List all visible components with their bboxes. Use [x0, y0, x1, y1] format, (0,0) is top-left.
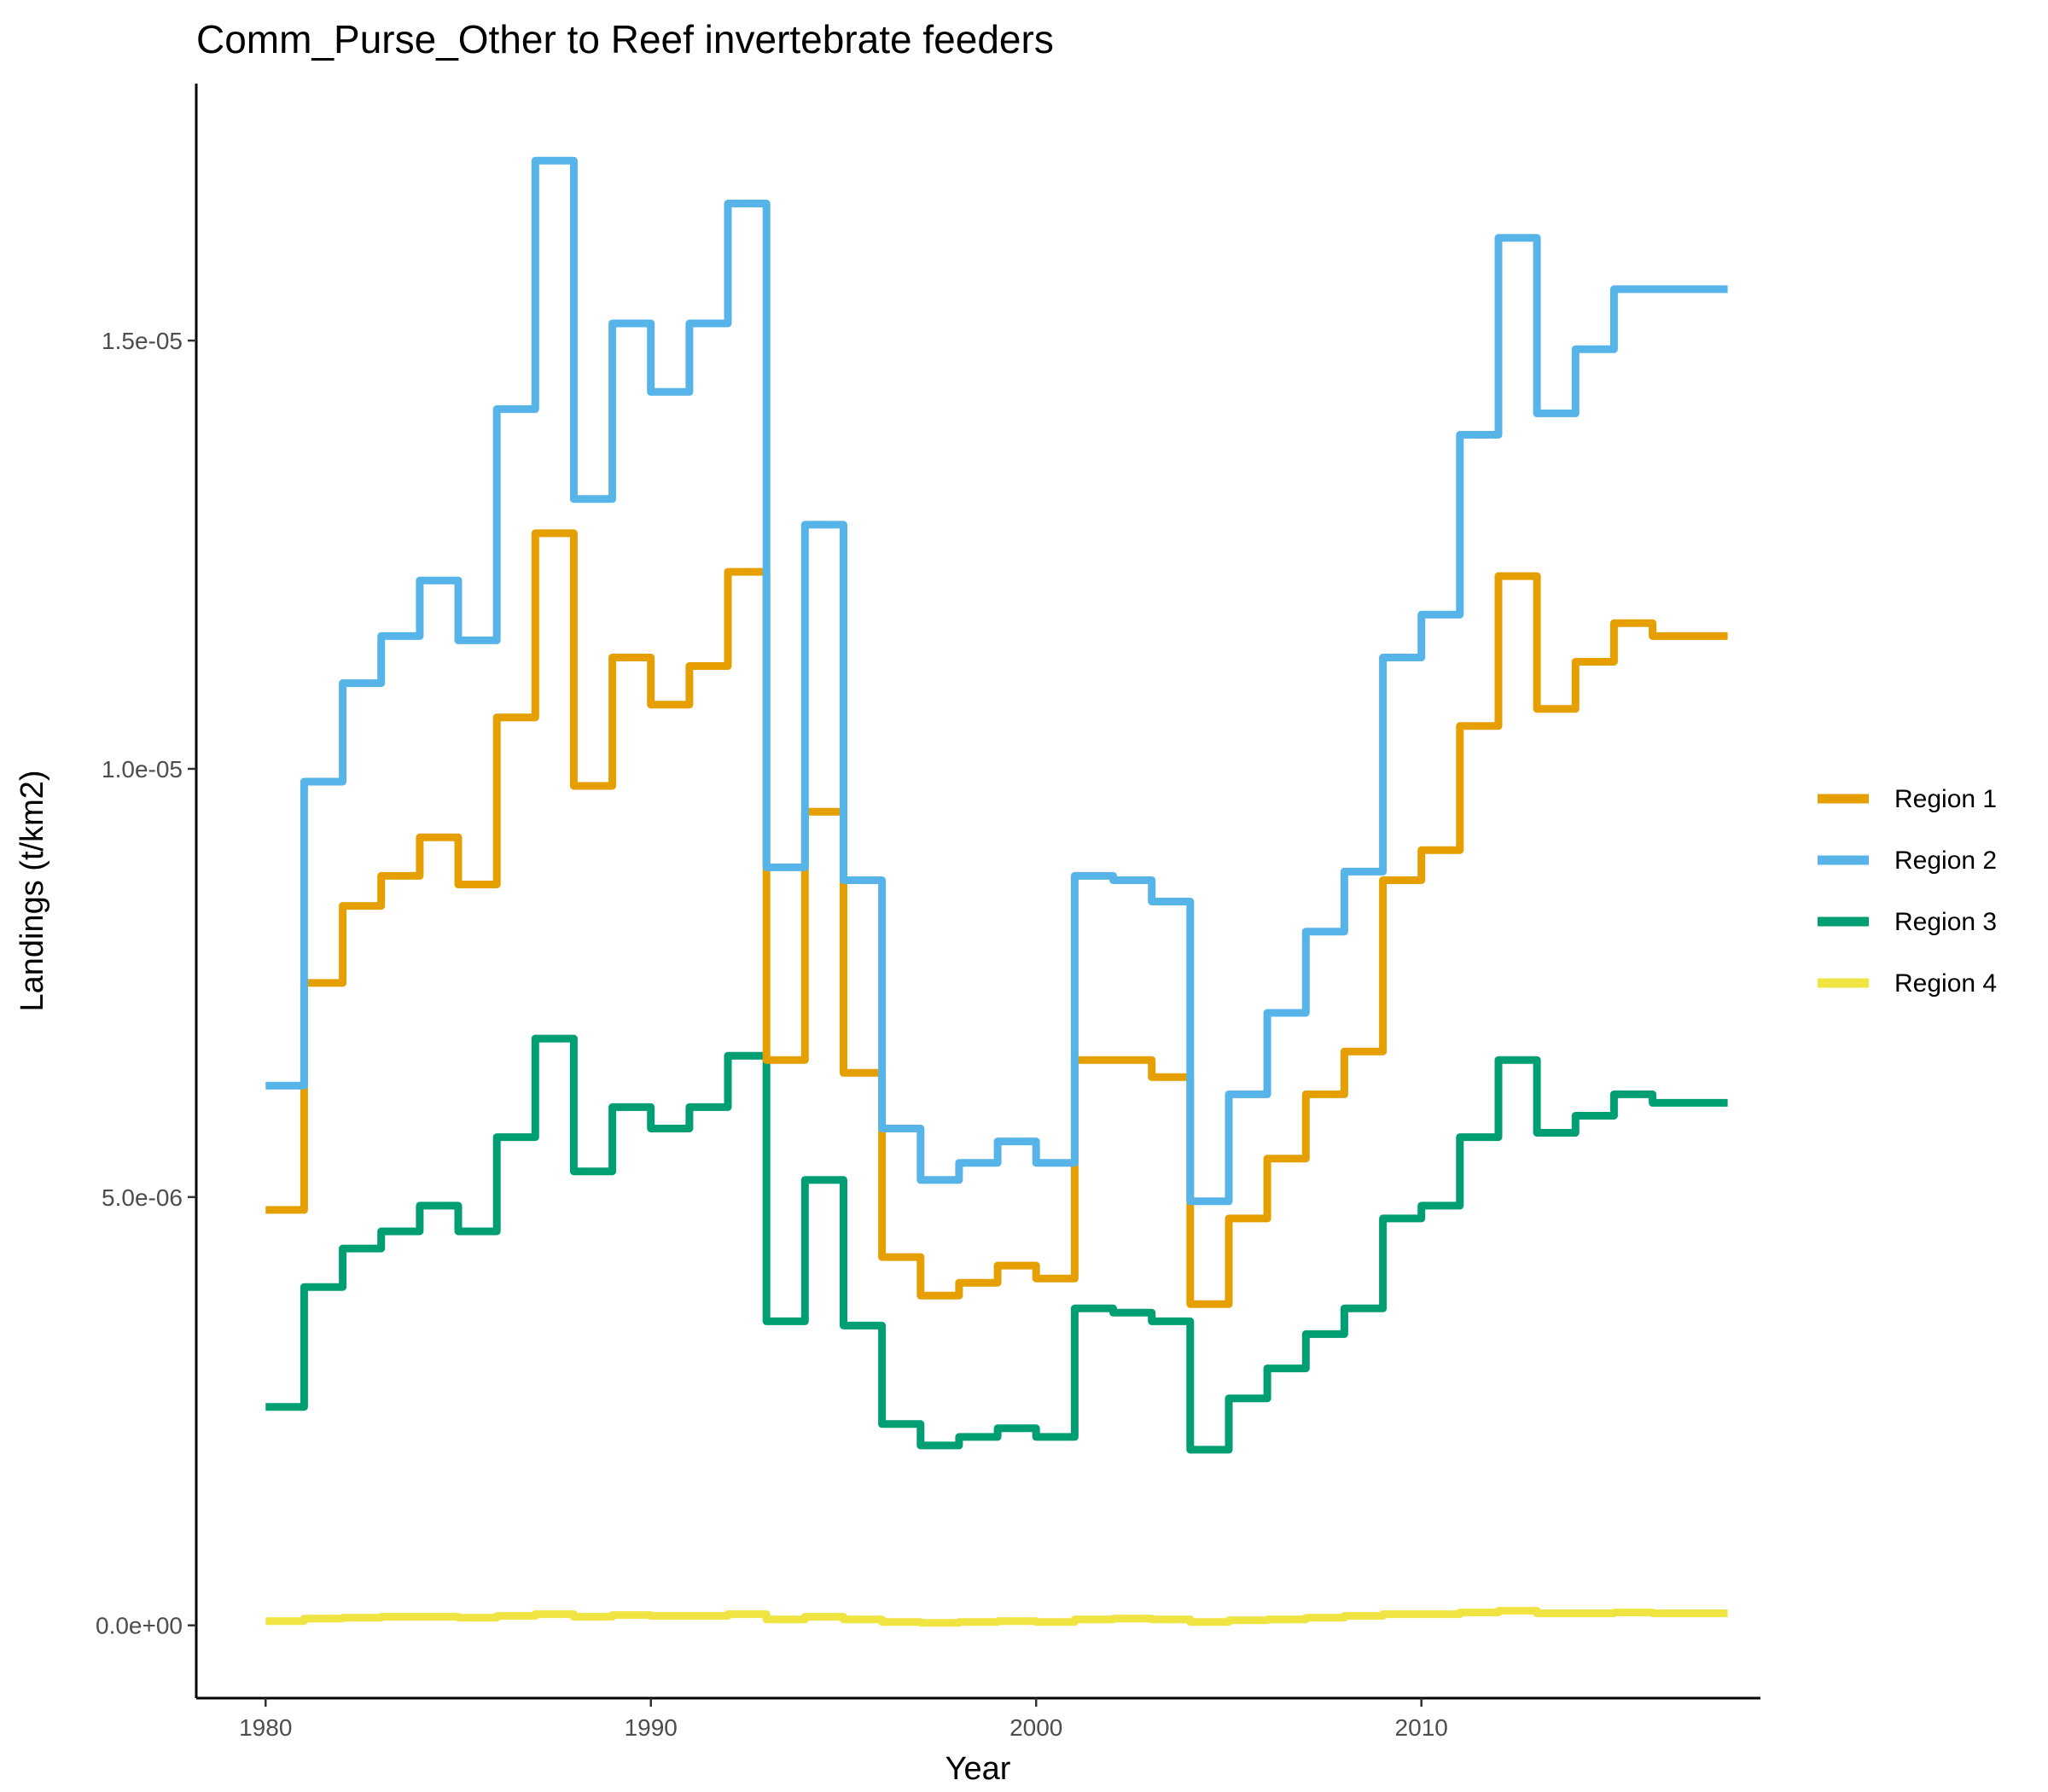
series-line-region-1: [265, 529, 1728, 1308]
x-tick-label: 1980: [239, 1714, 292, 1741]
legend: Region 1 Region 2 Region 3 Region 4: [1818, 785, 1997, 998]
x-axis-title: Year: [945, 1751, 1011, 1787]
legend-item: Region 1: [1818, 785, 1997, 813]
legend-label: Region 3: [1894, 908, 1997, 936]
plot-area: [195, 84, 1760, 1700]
series-line-region-2: [265, 156, 1728, 1206]
y-tick-label: 1.5e-05: [102, 328, 183, 354]
x-tick-label: 1990: [625, 1714, 678, 1741]
legend-item: Region 3: [1818, 908, 1997, 936]
x-axis-ticks: 1980 1990 2000 2010: [239, 1698, 1448, 1741]
legend-label: Region 1: [1894, 785, 1997, 813]
series-line-region-4: [265, 1607, 1728, 1627]
legend-item: Region 4: [1818, 969, 1997, 998]
x-tick-label: 2000: [1009, 1714, 1062, 1741]
legend-item: Region 2: [1818, 847, 1997, 875]
chart-title: Comm_Purse_Other to Reef invertebrate fe…: [196, 17, 1054, 61]
x-tick-label: 2010: [1395, 1714, 1448, 1741]
y-tick-label: 5.0e-06: [102, 1184, 183, 1211]
legend-label: Region 4: [1894, 969, 1997, 998]
y-tick-label: 1.0e-05: [102, 756, 183, 783]
legend-label: Region 2: [1894, 847, 1997, 875]
y-axis-title: Landings (t/km2): [15, 770, 50, 1011]
y-tick-label: 0.0e+00: [96, 1613, 183, 1639]
series-layer: [265, 156, 1728, 1627]
y-axis-ticks: 0.0e+00 5.0e-06 1.0e-05 1.5e-05: [96, 328, 196, 1639]
series-line-region-3: [265, 1034, 1728, 1454]
